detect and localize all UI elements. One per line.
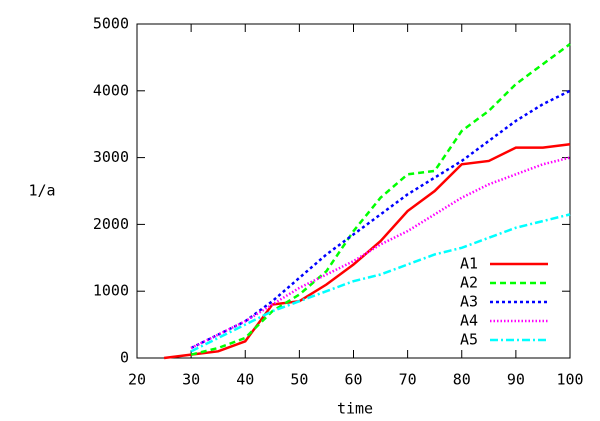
legend-label: A5: [460, 331, 478, 349]
y-tick-label: 5000: [93, 15, 129, 33]
y-tick-label: 3000: [93, 148, 129, 166]
x-tick-label: 70: [399, 371, 417, 389]
data-line: [190, 156, 571, 350]
x-tick-label: 40: [236, 371, 254, 389]
data-line: [190, 213, 571, 353]
x-tick-label: 30: [182, 371, 200, 389]
y-tick-label: 0: [120, 349, 129, 367]
y-tick-label: 2000: [93, 215, 129, 233]
legend-label: A2: [460, 274, 478, 292]
x-tick-label: 20: [128, 371, 146, 389]
data-line: [190, 89, 571, 350]
x-axis-label: time: [337, 400, 373, 418]
plot-frame: [136, 23, 571, 359]
x-tick-label: 60: [344, 371, 362, 389]
legend-label: A3: [460, 293, 478, 311]
data-line: [190, 43, 571, 356]
y-axis-label: 1/a: [28, 182, 55, 200]
x-tick-label: 90: [507, 371, 525, 389]
legend-label: A4: [460, 312, 478, 330]
x-tick-label: 100: [556, 371, 583, 389]
x-tick-label: 50: [290, 371, 308, 389]
y-tick-label: 1000: [93, 282, 129, 300]
y-tick-label: 4000: [93, 81, 129, 99]
x-tick-label: 80: [453, 371, 471, 389]
legend-label: A1: [460, 255, 478, 273]
